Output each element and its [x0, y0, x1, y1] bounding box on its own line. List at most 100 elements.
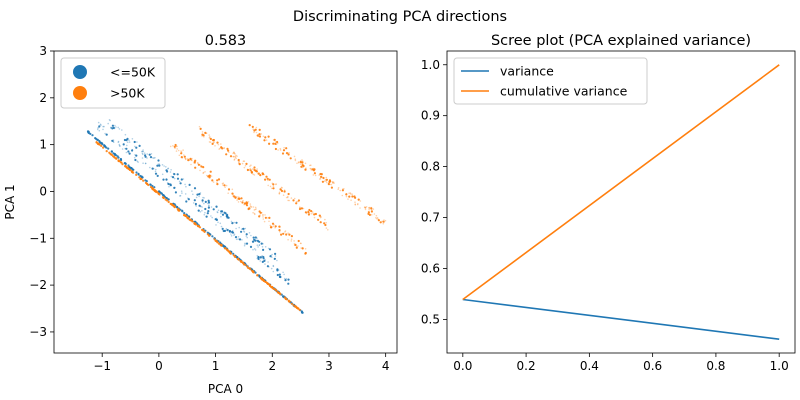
scatter-point-gt50k — [354, 203, 357, 205]
scatter-point-gt50k — [253, 212, 256, 215]
scatter-point-le50k — [176, 206, 179, 209]
scatter-point-gt50k — [253, 129, 256, 132]
scatter-point-le50k — [125, 151, 128, 154]
scatter-point-gt50k — [301, 161, 304, 164]
scatter-point-gt50k — [261, 212, 263, 214]
scatter-point-le50k — [207, 201, 211, 204]
scree-x-tick-label: 0.4 — [580, 359, 599, 373]
scree-y-tick-label: 0.6 — [421, 261, 440, 275]
scatter-point-gt50k — [302, 166, 304, 169]
scatter-point-le50k — [98, 141, 101, 144]
scatter-point-gt50k — [209, 136, 211, 138]
scatter-point-le50k — [253, 238, 256, 241]
scatter-point-gt50k — [216, 183, 219, 186]
scatter-point-gt50k — [255, 126, 258, 129]
scatter-point-gt50k — [180, 152, 183, 155]
scatter-point-gt50k — [267, 135, 270, 138]
scatter-point-gt50k — [246, 265, 249, 268]
scatter-point-gt50k — [274, 225, 277, 228]
scatter-point-gt50k — [268, 216, 271, 219]
scatter-point-gt50k — [208, 137, 211, 139]
scatter-point-gt50k — [359, 200, 362, 202]
scatter-point-le50k — [211, 235, 214, 238]
scatter-point-gt50k — [203, 230, 206, 233]
scatter-point-gt50k — [290, 240, 293, 242]
scatter-point-gt50k — [228, 151, 230, 153]
scatter-point-le50k — [256, 257, 259, 260]
scatter-point-gt50k — [304, 168, 307, 171]
scatter-point-gt50k — [320, 216, 322, 218]
scatter-point-le50k — [173, 186, 176, 189]
scatter-point-le50k — [170, 169, 172, 171]
scatter-point-gt50k — [274, 147, 277, 151]
scatter-point-gt50k — [214, 145, 216, 147]
scatter-point-le50k — [262, 248, 265, 251]
scatter-point-gt50k — [219, 147, 221, 150]
scatter-point-gt50k — [287, 299, 290, 302]
scatter-point-gt50k — [217, 143, 220, 146]
scatter-point-le50k — [97, 121, 100, 124]
scatter-point-le50k — [125, 139, 128, 142]
scatter-point-le50k — [128, 139, 130, 142]
scatter-point-gt50k — [290, 238, 293, 240]
scatter-point-le50k — [179, 182, 182, 185]
scatter-point-gt50k — [227, 188, 231, 191]
scatter-point-le50k — [150, 153, 153, 155]
scatter-point-le50k — [250, 234, 252, 237]
scatter-point-gt50k — [318, 214, 321, 217]
scatter-point-le50k — [212, 208, 215, 211]
scatter-point-gt50k — [237, 201, 240, 203]
scatter-point-le50k — [273, 257, 276, 260]
scatter-point-gt50k — [244, 164, 247, 167]
scatter-point-le50k — [254, 236, 257, 239]
scatter-point-le50k — [134, 158, 137, 162]
scatter-point-le50k — [231, 231, 235, 234]
scatter-point-le50k — [208, 205, 210, 207]
scatter-point-gt50k — [222, 182, 225, 184]
scatter-point-gt50k — [249, 268, 252, 271]
scatter-point-gt50k — [368, 206, 371, 209]
scatter-point-le50k — [142, 153, 144, 156]
scatter-point-le50k — [230, 233, 232, 235]
scatter-point-gt50k — [198, 125, 201, 128]
scatter-point-le50k — [185, 200, 188, 203]
scatter-point-gt50k — [273, 223, 275, 226]
scatter-point-gt50k — [196, 161, 199, 164]
scatter-point-le50k — [108, 119, 111, 121]
scatter-point-le50k — [254, 249, 257, 251]
scatter-point-gt50k — [267, 184, 270, 187]
scatter-point-gt50k — [158, 193, 161, 196]
scatter-point-gt50k — [265, 175, 268, 178]
scatter-point-gt50k — [216, 181, 218, 184]
scatter-point-gt50k — [350, 193, 352, 195]
scatter-point-gt50k — [237, 162, 240, 164]
scree-x-tick-label: 0.6 — [643, 359, 662, 373]
scatter-point-gt50k — [221, 182, 224, 185]
scatter-point-gt50k — [377, 219, 380, 222]
scatter-point-gt50k — [235, 154, 237, 157]
scatter-point-le50k — [243, 244, 246, 247]
scatter-point-gt50k — [142, 179, 145, 182]
scatter-point-le50k — [111, 124, 114, 127]
scatter-point-gt50k — [175, 150, 178, 152]
scatter-point-le50k — [225, 215, 228, 218]
scatter-point-le50k — [102, 128, 104, 131]
scatter-point-gt50k — [248, 207, 251, 210]
scatter-point-gt50k — [325, 227, 328, 229]
scatter-point-gt50k — [267, 179, 269, 182]
scatter-point-le50k — [184, 183, 186, 186]
scatter-point-gt50k — [270, 225, 272, 227]
scatter-point-le50k — [208, 204, 210, 206]
scatter-point-gt50k — [357, 198, 360, 201]
scatter-point-le50k — [249, 245, 253, 248]
scree-y-tick-label: 0.8 — [421, 160, 440, 174]
scatter-point-gt50k — [190, 159, 192, 161]
scatter-point-gt50k — [370, 206, 372, 209]
scatter-legend: <=50K >50K — [60, 57, 166, 109]
scatter-point-gt50k — [350, 199, 352, 201]
scatter-point-le50k — [251, 240, 255, 243]
scatter-title: 0.583 — [205, 33, 247, 49]
scatter-point-le50k — [235, 238, 238, 241]
scatter-point-le50k — [215, 205, 218, 208]
scatter-point-gt50k — [198, 226, 202, 229]
